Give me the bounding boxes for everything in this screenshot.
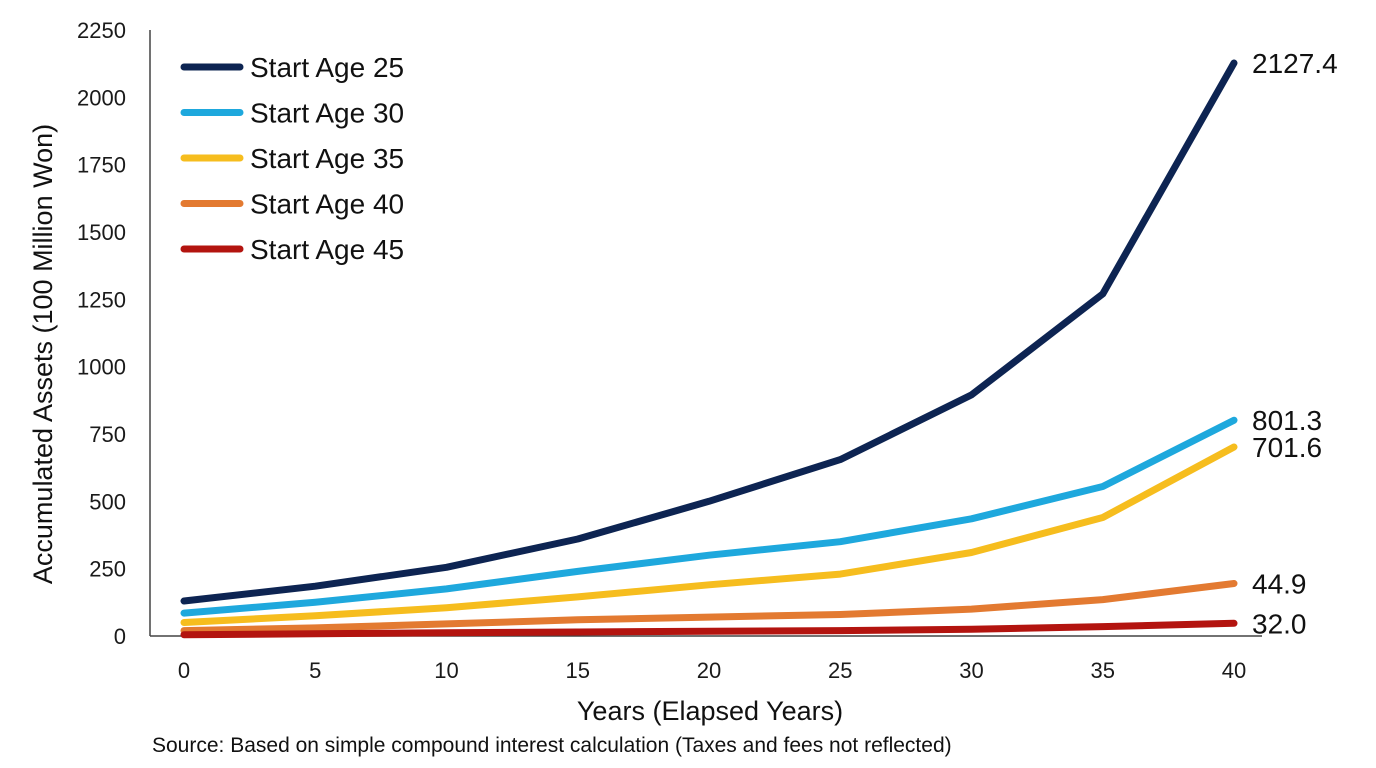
x-tick-labels: 0 5 10 15 20 25 30 35 40	[178, 658, 1246, 683]
legend: Start Age 25 Start Age 30 Start Age 35 Star…	[180, 52, 404, 265]
series-line-2	[180, 416, 1238, 617]
end-value-label: 801.3	[1252, 405, 1322, 436]
x-tick-label: 20	[697, 658, 721, 683]
y-tick-labels: 0 250 500 750 1000 1250 1500 1750 2000 2250	[77, 18, 126, 649]
x-tick-label: 35	[1091, 658, 1115, 683]
x-tick-label: 25	[828, 658, 852, 683]
end-value-label: 44.9	[1252, 568, 1307, 599]
x-tick-label: 5	[309, 658, 321, 683]
y-tick-label: 750	[89, 422, 126, 447]
legend-label: Start Age 30	[250, 98, 404, 129]
y-tick-label: 0	[114, 624, 126, 649]
series-lines	[180, 59, 1238, 639]
x-tick-label: 40	[1222, 658, 1246, 683]
series-line-1	[180, 59, 1238, 605]
y-tick-label: 1250	[77, 287, 126, 312]
y-tick-label: 1750	[77, 153, 126, 178]
x-tick-label: 10	[434, 658, 458, 683]
series-line-5	[180, 619, 1238, 639]
y-tick-label: 2250	[77, 18, 126, 43]
y-tick-label: 1500	[77, 220, 126, 245]
end-value-label: 2127.4	[1252, 48, 1338, 79]
end-value-label: 701.6	[1252, 432, 1322, 463]
y-tick-label: 2000	[77, 85, 126, 110]
y-tick-label: 1000	[77, 355, 126, 380]
x-tick-label: 30	[959, 658, 983, 683]
end-value-label: 32.0	[1252, 608, 1307, 639]
legend-label: Start Age 25	[250, 52, 404, 83]
series-line-4	[180, 580, 1238, 635]
y-tick-label: 250	[89, 557, 126, 582]
legend-label: Start Age 45	[250, 234, 404, 265]
x-tick-label: 15	[566, 658, 590, 683]
x-tick-label: 0	[178, 658, 190, 683]
legend-label: Start Age 35	[250, 143, 404, 174]
x-axis-title: Years (Elapsed Years)	[577, 696, 843, 726]
legend-label: Start Age 40	[250, 189, 404, 220]
series-line-3	[180, 443, 1238, 626]
source-note: Source: Based on simple compound interes…	[152, 734, 952, 757]
y-axis-title: Accumulated Assets (100 Million Won)	[28, 124, 58, 584]
y-tick-label: 500	[89, 489, 126, 514]
